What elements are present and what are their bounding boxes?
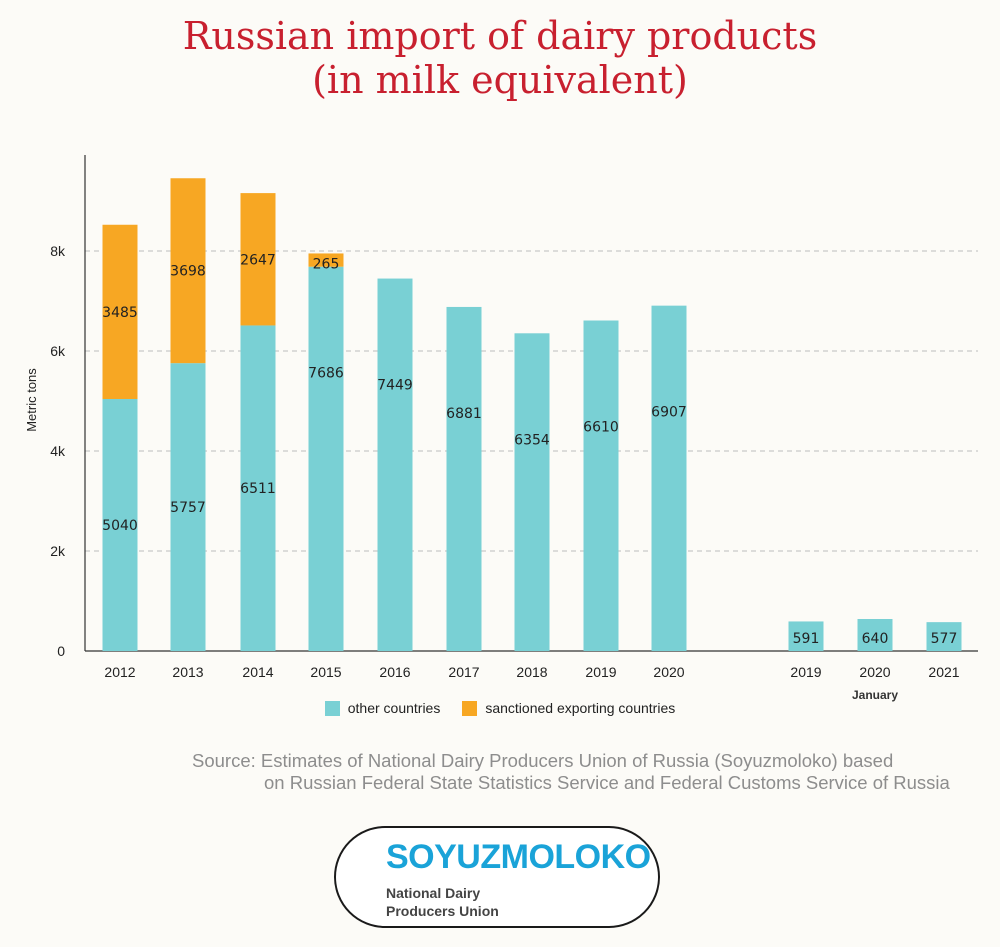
x-tick-label: 2019 — [790, 664, 821, 680]
y-tick-label: 8k — [50, 243, 66, 259]
bar-other — [651, 305, 687, 651]
logo-subtitle: National Dairy Producers Union — [386, 884, 499, 920]
legend-label-other: other countries — [347, 700, 441, 716]
title-line-2: (in milk equivalent) — [312, 58, 688, 102]
x-tick-label: 2019 — [585, 664, 616, 680]
bar-other — [788, 621, 824, 651]
logo-sub-line-2: Producers Union — [386, 903, 499, 919]
legend-item-sanctioned: sanctioned exporting countries — [462, 700, 675, 716]
legend-item-other: other countries — [324, 700, 441, 716]
legend-swatch-sanctioned — [462, 700, 478, 716]
x-tick-label: 2020 — [859, 664, 890, 680]
chart-title: Russian import of dairy products (in mil… — [0, 14, 1000, 102]
x-tick-label: 2015 — [310, 664, 341, 680]
x-tick-label: 2013 — [172, 664, 203, 680]
source-line-1: Source: Estimates of National Dairy Prod… — [192, 750, 894, 771]
data-label-sanctioned: 3485 — [102, 305, 138, 321]
y-tick-label: 2k — [50, 543, 66, 559]
data-label-other: 591 — [793, 631, 820, 647]
y-tick-label: 4k — [50, 443, 66, 459]
bar-other — [377, 278, 413, 651]
bar-other — [514, 333, 550, 651]
x-tick-label: 2020 — [653, 664, 684, 680]
logo-name: SOYUZMOLOKO — [386, 838, 651, 876]
y-axis-label: Metric tons — [24, 368, 39, 432]
bar-sanctioned — [308, 253, 344, 267]
x-tick-label: 2014 — [242, 664, 273, 680]
y-tick-label: 0 — [57, 643, 65, 659]
data-label-other: 7449 — [377, 378, 413, 394]
data-label-other: 6354 — [514, 432, 550, 448]
bar-other — [446, 306, 482, 651]
x-tick-label: 2016 — [379, 664, 410, 680]
data-label-sanctioned: 2647 — [240, 252, 276, 268]
data-label-other: 6881 — [446, 406, 482, 422]
bar-other — [308, 266, 344, 651]
x-group-label: January — [852, 688, 898, 702]
bar-sanctioned — [240, 193, 276, 326]
data-label-sanctioned: 3698 — [170, 264, 206, 280]
source-line-2: on Russian Federal State Statistics Serv… — [264, 772, 950, 793]
bar-chart: 0 2k 4k 6k 8k Metric tons 2012 5040 3485 2013 5757… — [24, 155, 978, 702]
legend-swatch-other — [324, 700, 340, 716]
y-tick-label: 6k — [50, 343, 66, 359]
data-label-other: 6907 — [651, 405, 687, 421]
x-tick-label: 2017 — [448, 664, 479, 680]
soyuzmoloko-logo: SOYUZMOLOKO National Dairy Producers Uni… — [334, 826, 660, 928]
x-tick-label: 2018 — [516, 664, 547, 680]
x-tick-label: 2021 — [928, 664, 959, 680]
data-label-other: 5040 — [102, 518, 138, 534]
bar-other — [102, 399, 138, 651]
data-label-other: 640 — [862, 631, 889, 647]
title-line-1: Russian import of dairy products — [182, 14, 818, 58]
logo-sub-line-1: National Dairy — [386, 885, 481, 901]
bar-other — [926, 622, 962, 651]
data-label-other: 6610 — [583, 420, 619, 436]
data-label-other: 5757 — [170, 500, 206, 516]
data-label-other: 577 — [931, 631, 958, 647]
bar-other — [583, 320, 619, 651]
bar-sanctioned — [102, 224, 138, 399]
x-tick-label: 2012 — [104, 664, 135, 680]
bar-other — [857, 619, 893, 651]
data-label-sanctioned: 265 — [313, 256, 340, 272]
data-label-other: 7686 — [308, 366, 344, 382]
bar-other — [170, 363, 206, 651]
bar-other — [240, 325, 276, 651]
bar-sanctioned — [170, 178, 206, 364]
legend: other countries sanctioned exporting cou… — [0, 700, 1000, 716]
data-label-other: 6511 — [240, 481, 276, 497]
legend-label-sanctioned: sanctioned exporting countries — [485, 700, 676, 716]
